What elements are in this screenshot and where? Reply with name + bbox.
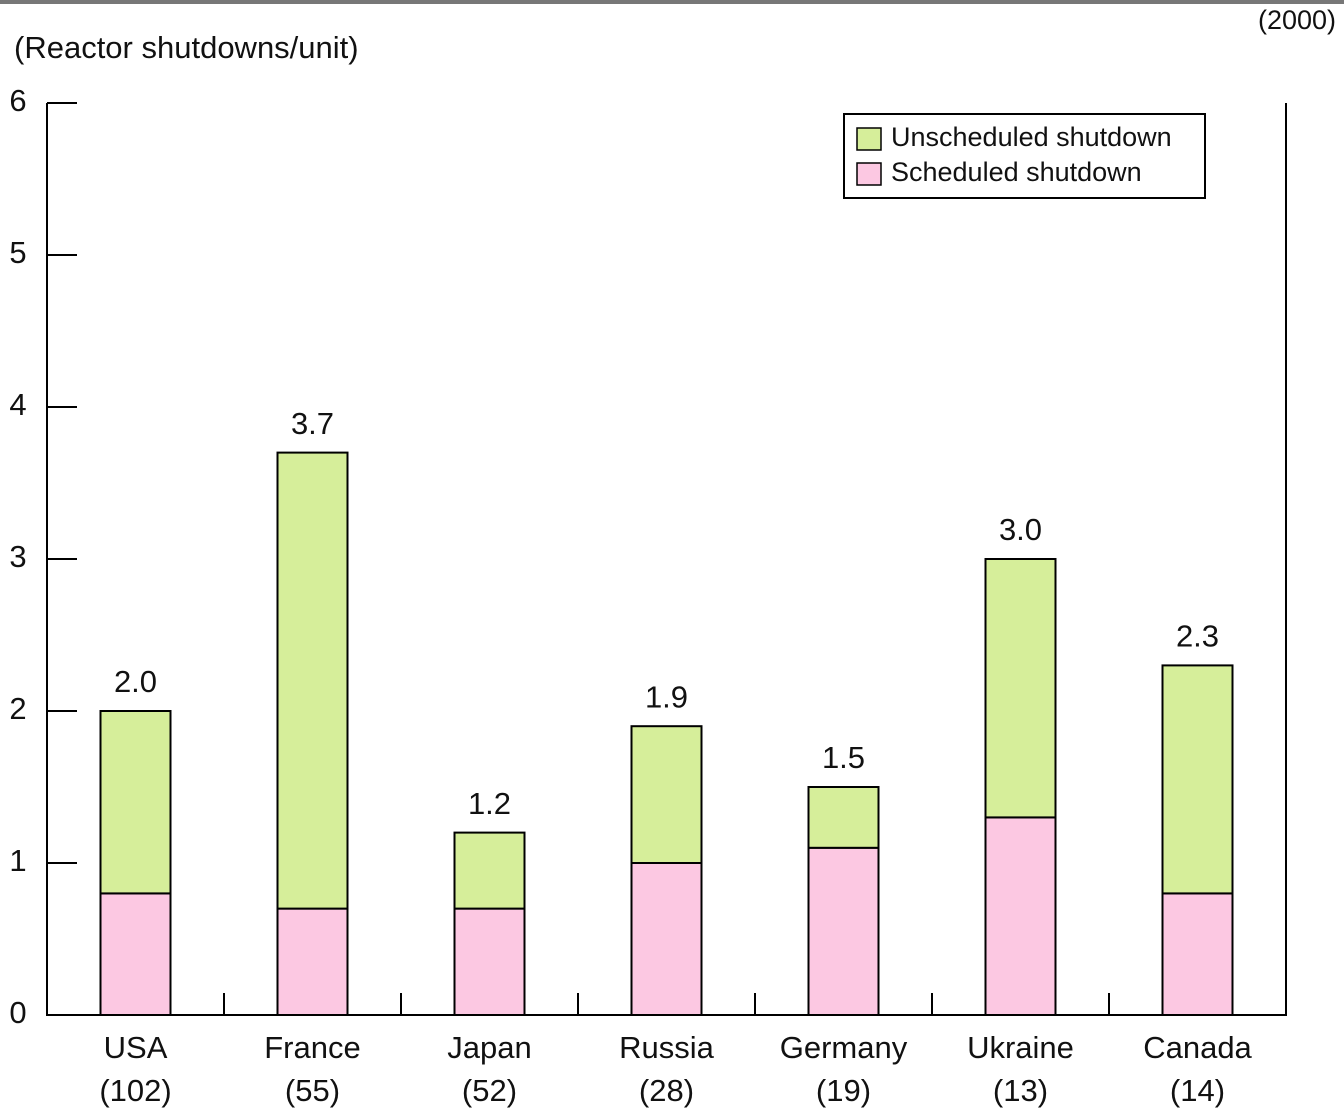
y-tick-label: 5 [9, 235, 26, 270]
bar-segment [276, 451, 349, 910]
y-tick-label: 6 [9, 83, 26, 118]
bar-segment [984, 558, 1057, 819]
x-tick-label: Japan [447, 1030, 531, 1065]
legend-swatch [856, 162, 882, 186]
total-label: 2.3 [1176, 619, 1219, 654]
bar-segment [453, 907, 526, 1016]
y-tick-label: 0 [9, 995, 26, 1030]
y-tick-label: 2 [9, 691, 26, 726]
x-tick-sublabel: (19) [816, 1073, 871, 1108]
x-tick-sublabel: (13) [993, 1073, 1048, 1108]
y-tick-label: 4 [9, 387, 26, 422]
x-tick-sublabel: (55) [285, 1073, 340, 1108]
total-label: 1.9 [645, 679, 688, 714]
total-label: 1.5 [822, 740, 865, 775]
bar-segment [276, 907, 349, 1016]
legend-label: Unscheduled shutdown [891, 122, 1172, 152]
x-tick-label: USA [104, 1030, 168, 1065]
x-tick-label: France [264, 1030, 360, 1065]
bar-segment [630, 862, 703, 1016]
x-tick-sublabel: (52) [462, 1073, 517, 1108]
bar-segment [99, 892, 172, 1017]
legend-label: Scheduled shutdown [891, 157, 1142, 187]
x-tick-label: Canada [1143, 1030, 1252, 1065]
x-tick-sublabel: (102) [99, 1073, 171, 1108]
bar-segment [630, 725, 703, 865]
x-tick-label: Russia [619, 1030, 715, 1065]
legend-box [843, 113, 1206, 199]
x-tick-label: Germany [780, 1030, 908, 1065]
y-tick-label: 3 [9, 539, 26, 574]
total-label: 2.0 [114, 664, 157, 699]
top-rule [0, 0, 1344, 4]
total-label: 3.7 [291, 406, 334, 441]
bar-segment [99, 710, 172, 895]
bar-segment [453, 831, 526, 910]
y-axis-label: (Reactor shutdowns/unit) [14, 30, 359, 65]
legend-swatch [856, 127, 882, 151]
total-label: 1.2 [468, 786, 511, 821]
bar-segment [1161, 892, 1234, 1017]
y-tick-label: 1 [9, 843, 26, 878]
bar-segment [984, 816, 1057, 1017]
bar-segment [807, 786, 880, 849]
note: (2000) [1258, 5, 1336, 35]
x-tick-sublabel: (28) [639, 1073, 694, 1108]
x-tick-sublabel: (14) [1170, 1073, 1225, 1108]
bar-segment [1161, 664, 1234, 895]
total-label: 3.0 [999, 512, 1042, 547]
bar-segment [807, 846, 880, 1016]
x-tick-label: Ukraine [967, 1030, 1074, 1065]
